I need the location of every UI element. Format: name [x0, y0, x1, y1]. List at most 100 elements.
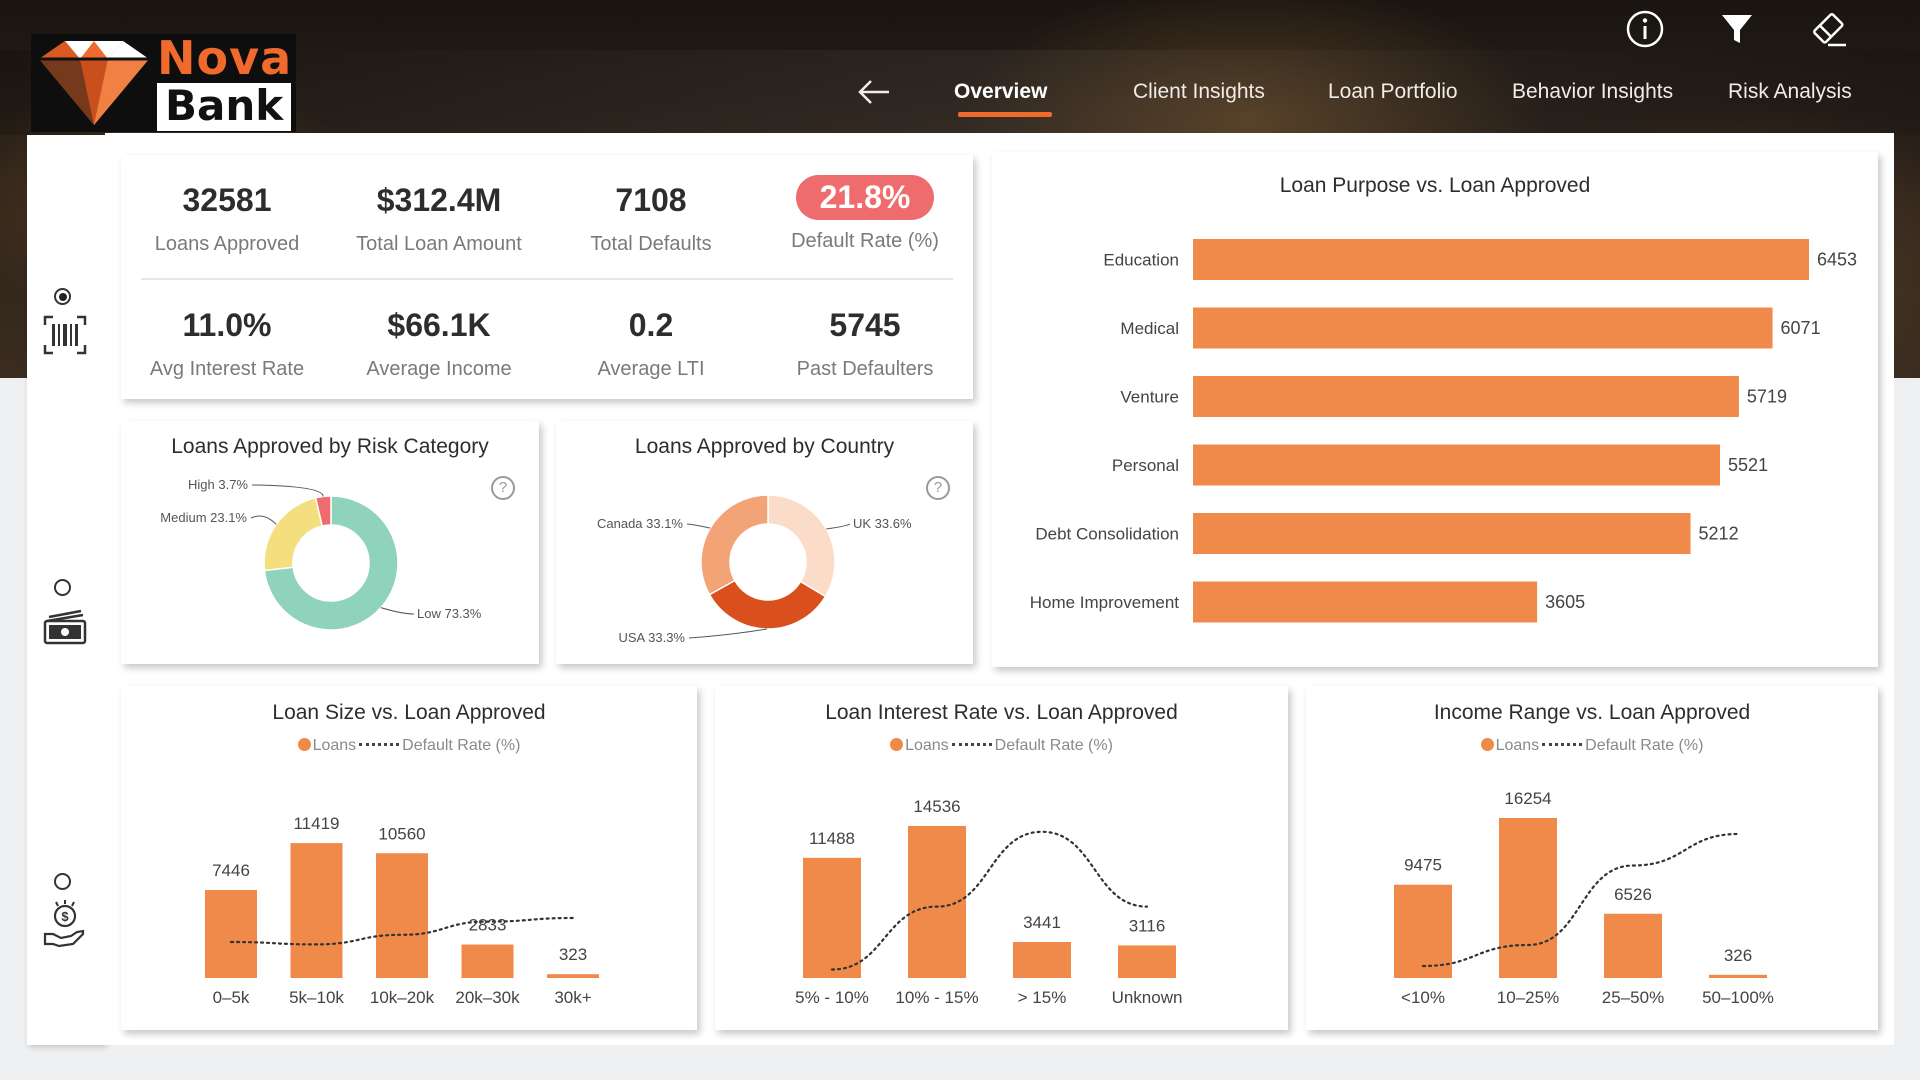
bar — [1709, 974, 1767, 978]
bar — [1499, 818, 1557, 978]
legend-default-rate: Default Rate (%) — [1585, 737, 1704, 754]
kpi-label: Average LTI — [597, 358, 705, 380]
kpi-label: Past Defaulters — [796, 358, 934, 380]
kpi-value: 5745 — [829, 307, 901, 343]
legend-loans: Loans — [312, 737, 357, 754]
bar-venture — [1193, 376, 1739, 417]
data-label: 5521 — [1728, 455, 1768, 475]
bar-medical — [1193, 307, 1773, 349]
donut-slice-uk — [767, 494, 836, 598]
kpi-value: 7108 — [615, 182, 687, 218]
data-label: 9475 — [1404, 856, 1442, 875]
bar — [803, 857, 861, 978]
bar — [547, 974, 599, 978]
donut-slice-canada — [700, 494, 769, 596]
barcode-icon[interactable] — [43, 315, 87, 355]
gem-logo-icon — [39, 41, 149, 125]
info-icon[interactable] — [1622, 6, 1668, 52]
tab-client-insights[interactable]: Client Insights — [1133, 80, 1265, 103]
donut-slice-medium — [263, 496, 324, 572]
bar-debt-consolidation — [1193, 513, 1691, 554]
active-tab-indicator — [958, 112, 1052, 117]
help-icon[interactable]: ? — [926, 476, 950, 500]
cash-icon[interactable] — [43, 607, 87, 647]
category-label: Unknown — [1112, 988, 1183, 1007]
default-rate-line — [830, 830, 1149, 971]
income-range-chart: 9475 <10% 16254 10–25% 6526 25–50% 326 50–100% — [1394, 789, 1774, 1007]
svg-text:$: $ — [61, 909, 69, 924]
kpi-total-loan-amount: $312.4M Total Loan Amount — [333, 182, 545, 256]
legend-loans: Loans — [905, 737, 949, 754]
money-hand-icon[interactable]: $ — [43, 900, 87, 950]
slice-label: Medium 23.1% — [160, 510, 247, 525]
interest-rate-card: Loan Interest Rate vs. Loan Approved Loa… — [715, 686, 1288, 1030]
kpi-loans-approved: 32581 Loans Approved — [121, 182, 333, 256]
sidebar-radio-overview[interactable] — [54, 288, 71, 305]
category-label: 0–5k — [213, 988, 250, 1007]
category-label: Education — [1103, 251, 1179, 270]
leader-line — [380, 607, 415, 615]
data-label: 7446 — [212, 861, 250, 880]
kpi-card: 32581 Loans Approved $312.4M Total Loan … — [121, 155, 973, 399]
chart-title: Loan Size vs. Loan Approved — [272, 701, 546, 724]
bar — [908, 825, 966, 978]
country-card: Loans Approved by Country ? UK 33.6% USA … — [556, 421, 973, 664]
default-rate-badge: 21.8% — [795, 175, 935, 220]
kpi-value: 32581 — [182, 182, 272, 218]
chart-title: Loans Approved by Country — [634, 435, 895, 458]
category-label: Home Improvement — [1030, 593, 1180, 612]
interest-rate-chart: 11488 5% - 10% 14536 10% - 15% 3441 > 15% 3116… — [795, 797, 1183, 1007]
risk-category-card: Loans Approved by Risk Category ? Low 73… — [121, 421, 539, 664]
chart-title: Loan Interest Rate vs. Loan Approved — [825, 701, 1178, 724]
kpi-label: Avg Interest Rate — [149, 358, 305, 380]
kpi-value: $312.4M — [376, 182, 502, 218]
chart-title: Income Range vs. Loan Approved — [1433, 701, 1751, 724]
bar — [461, 944, 514, 978]
sidebar-radio-income[interactable] — [54, 873, 71, 890]
default-rate-line — [229, 916, 575, 946]
loan-purpose-bar-chart: Education 6453 Medical 6071 Venture 5719 Perso… — [1030, 239, 1857, 623]
filter-icon[interactable] — [1714, 6, 1760, 52]
leader-line — [250, 515, 277, 525]
category-label: 30k+ — [554, 988, 591, 1007]
income-range-card: Income Range vs. Loan Approved Loans Defa… — [1306, 686, 1878, 1030]
bar-home-improvement — [1193, 581, 1538, 623]
default-rate-line — [1421, 832, 1740, 968]
legend-dash — [951, 743, 992, 746]
kpi-value: 11.0% — [182, 307, 272, 343]
data-label: 326 — [1724, 946, 1752, 965]
sidebar-radio-finance[interactable] — [54, 579, 71, 596]
tab-loan-portfolio[interactable]: Loan Portfolio — [1328, 80, 1458, 103]
leader-line — [251, 484, 324, 497]
leader-line — [686, 523, 711, 529]
data-label: 6453 — [1817, 250, 1857, 270]
help-icon[interactable]: ? — [491, 476, 515, 500]
brand-name-line1: Nova — [157, 31, 293, 85]
risk-donut-chart: Low 73.3% Medium 23.1% High 3.7% — [160, 477, 482, 631]
eraser-icon[interactable] — [1806, 6, 1852, 52]
category-label: Medical — [1120, 319, 1179, 338]
tab-behavior-insights[interactable]: Behavior Insights — [1512, 80, 1674, 103]
category-label: 10k–20k — [370, 988, 435, 1007]
category-label: Venture — [1120, 388, 1179, 407]
legend-default-rate: Default Rate (%) — [402, 737, 521, 754]
bar — [1118, 945, 1176, 978]
sidebar: $ — [27, 135, 105, 1045]
back-arrow-icon[interactable] — [855, 74, 895, 114]
toolbar-icons — [1622, 6, 1852, 52]
data-label: 14536 — [913, 797, 960, 816]
legend-dash — [1542, 743, 1583, 746]
tab-overview[interactable]: Overview — [954, 80, 1048, 103]
legend-dot — [1480, 738, 1494, 751]
loan-size-card: Loan Size vs. Loan Approved Loans Default… — [121, 686, 697, 1030]
category-label: 10–25% — [1497, 988, 1559, 1007]
loan-purpose-card: Loan Purpose vs. Loan Approved Education… — [992, 152, 1878, 667]
tab-risk-analysis[interactable]: Risk Analysis — [1728, 80, 1852, 103]
slice-label: USA 33.3% — [619, 630, 686, 645]
bar — [1013, 942, 1071, 978]
category-label: <10% — [1401, 988, 1445, 1007]
data-label: 5719 — [1747, 387, 1787, 407]
data-label: 5212 — [1699, 524, 1739, 544]
category-label: 5k–10k — [289, 988, 344, 1007]
data-label: 16254 — [1504, 789, 1551, 808]
